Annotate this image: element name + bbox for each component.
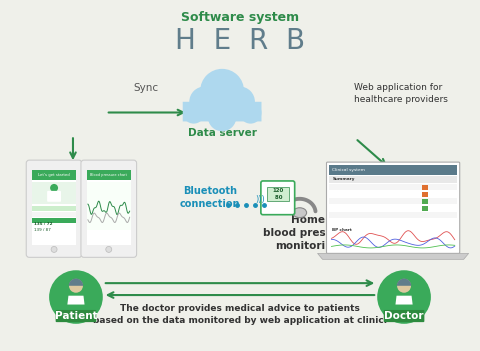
Bar xyxy=(329,198,457,204)
Circle shape xyxy=(50,184,58,192)
Bar xyxy=(32,218,76,223)
Wedge shape xyxy=(397,279,411,286)
FancyBboxPatch shape xyxy=(384,310,424,322)
Bar xyxy=(87,170,131,245)
Ellipse shape xyxy=(293,208,307,218)
Wedge shape xyxy=(69,279,83,286)
Circle shape xyxy=(208,103,236,131)
Bar xyxy=(87,170,131,180)
Text: Software system: Software system xyxy=(181,11,299,24)
Bar xyxy=(329,205,457,211)
Text: 139 / 87: 139 / 87 xyxy=(34,227,51,232)
Text: H  E  R  B: H E R B xyxy=(175,27,305,55)
Circle shape xyxy=(183,102,204,124)
FancyBboxPatch shape xyxy=(56,310,96,322)
Polygon shape xyxy=(67,296,84,305)
Circle shape xyxy=(224,86,255,117)
Circle shape xyxy=(200,69,244,113)
Circle shape xyxy=(49,270,103,324)
Bar xyxy=(422,185,428,190)
Bar xyxy=(422,199,428,204)
Text: Summary: Summary xyxy=(333,178,355,181)
Bar xyxy=(329,212,457,218)
Bar xyxy=(87,182,131,230)
Circle shape xyxy=(106,246,112,252)
Bar xyxy=(329,191,457,197)
Text: Bluetooth
connection: Bluetooth connection xyxy=(180,186,240,209)
Bar xyxy=(422,192,428,197)
Bar xyxy=(32,170,76,245)
Text: BP chart: BP chart xyxy=(333,227,352,232)
FancyBboxPatch shape xyxy=(47,191,61,202)
Text: Home
blood pressure
monitoring: Home blood pressure monitoring xyxy=(264,215,352,251)
Text: Sync: Sync xyxy=(133,83,158,93)
Circle shape xyxy=(377,270,431,324)
Circle shape xyxy=(189,86,220,117)
Text: Let's get started: Let's get started xyxy=(38,173,70,177)
Text: ))): ))) xyxy=(255,195,264,204)
Bar xyxy=(329,165,457,175)
Bar xyxy=(329,176,457,183)
Text: The doctor provides medical advice to patients
based on the data monitored by we: The doctor provides medical advice to pa… xyxy=(93,304,387,325)
Polygon shape xyxy=(318,253,468,259)
FancyBboxPatch shape xyxy=(261,181,295,215)
Circle shape xyxy=(51,246,57,252)
Text: Clinical system: Clinical system xyxy=(333,168,365,172)
Bar xyxy=(32,182,76,204)
Circle shape xyxy=(240,102,262,124)
Bar xyxy=(267,187,288,201)
Text: 80: 80 xyxy=(273,195,283,200)
Bar xyxy=(32,206,76,211)
Bar xyxy=(32,212,76,217)
Text: Patient: Patient xyxy=(55,311,97,321)
Circle shape xyxy=(69,279,83,293)
Text: 120: 120 xyxy=(272,188,283,193)
Bar xyxy=(329,184,457,190)
Circle shape xyxy=(397,279,411,293)
Polygon shape xyxy=(396,296,413,305)
Bar xyxy=(329,219,457,225)
FancyBboxPatch shape xyxy=(183,102,262,121)
Text: Blood pressure chart: Blood pressure chart xyxy=(90,173,127,177)
FancyBboxPatch shape xyxy=(81,160,137,257)
Text: 135 / 72: 135 / 72 xyxy=(34,221,53,226)
Text: Doctor: Doctor xyxy=(384,311,424,321)
Bar xyxy=(422,206,428,211)
FancyBboxPatch shape xyxy=(26,160,82,257)
Text: Data server: Data server xyxy=(188,128,256,138)
Bar xyxy=(32,170,76,180)
Text: Web application for
healthcare providers: Web application for healthcare providers xyxy=(354,83,448,104)
FancyBboxPatch shape xyxy=(326,162,460,253)
